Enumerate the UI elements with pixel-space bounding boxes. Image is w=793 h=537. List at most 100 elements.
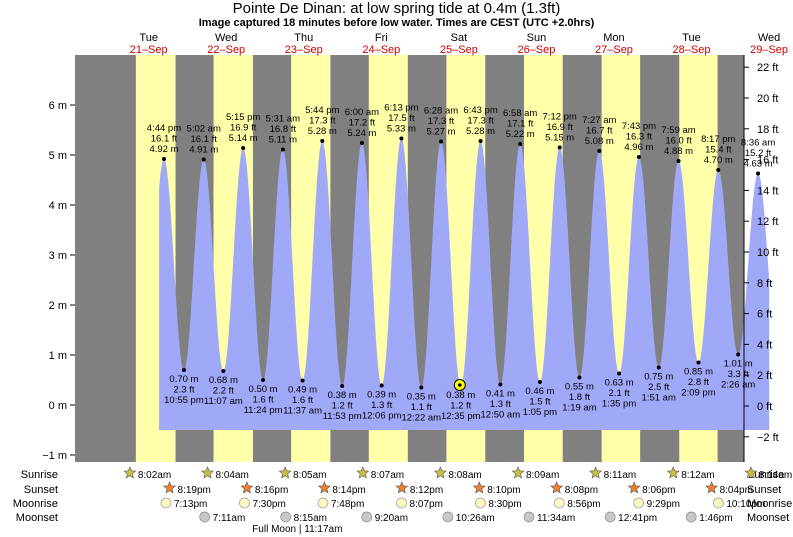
low-tide-label: 2.8 ft: [688, 377, 709, 388]
high-tide-label: 5:44 pm: [305, 105, 339, 116]
sunset-time: 8:14pm: [332, 485, 365, 496]
moonrise-time: 7:30pm: [252, 499, 285, 510]
right-axis-tick-label: −2 ft: [757, 432, 779, 444]
high-tide-label: 5.27 m: [426, 127, 455, 138]
high-tide-label: 16.8 ft: [270, 124, 297, 135]
right-axis-tick-label: 0 ft: [757, 401, 772, 413]
low-tide-label: 0.55 m: [565, 382, 594, 393]
low-tide-label: 0.75 m: [644, 372, 673, 383]
moonset-icon: [523, 511, 535, 523]
high-tide-label: 16.1 ft: [191, 134, 218, 145]
sunrise-icon: [511, 466, 525, 479]
moonrise-time: 8:07pm: [410, 499, 443, 510]
moonset-icon: [280, 511, 292, 523]
high-tide-label: 5:15 pm: [226, 112, 260, 123]
high-tide-point: [518, 142, 523, 146]
high-tide-label: 17.1 ft: [507, 119, 534, 130]
high-tide-point: [280, 147, 285, 152]
low-tide-label: 12:50 am: [481, 410, 521, 421]
moonset-time: 12:41pm: [618, 513, 657, 524]
moonrise-icon: [713, 497, 724, 509]
high-tide-point: [359, 141, 364, 145]
moonrise-row-label: Moonrise: [13, 498, 58, 510]
high-tide-label: 7:59 am: [661, 125, 695, 136]
sunset-icon: [550, 481, 564, 494]
right-axis-tick-label: 2 ft: [757, 370, 772, 382]
high-tide-label: 6:43 pm: [463, 105, 497, 116]
high-tide-label: 17.3 ft: [309, 116, 336, 127]
high-tide-label: 17.3 ft: [428, 116, 455, 127]
high-tide-label: 16.1 ft: [151, 134, 178, 145]
high-tide-label: 16.9 ft: [230, 123, 257, 134]
low-tide-label: 1.8 ft: [569, 392, 590, 403]
high-tide-label: 5.33 m: [387, 124, 416, 135]
sunrise-icon: [666, 466, 680, 479]
low-tide-label: 12:22 am: [401, 413, 441, 424]
moonset-time: 10:26am: [456, 513, 495, 524]
low-tide-point: [221, 369, 226, 373]
day-name-label: Sat: [451, 32, 468, 44]
sunset-icon: [627, 481, 641, 494]
low-tide-label: 11:24 pm: [244, 405, 283, 416]
moonrise-icon: [474, 497, 486, 509]
high-tide-label: 5.24 m: [347, 128, 376, 139]
high-tide-label: 5.28 m: [466, 126, 495, 137]
high-tide-point: [201, 157, 206, 162]
chart-title: Pointe De Dinan: at low spring tide at 0…: [232, 0, 561, 17]
high-tide-label: 4.70 m: [704, 155, 733, 166]
sunrise-time: 8:12am: [681, 470, 714, 481]
high-tide-label: 16.3 ft: [626, 132, 653, 143]
left-axis-tick-label: 1 m: [49, 350, 67, 362]
low-tide-label: 12:06 pm: [362, 411, 402, 422]
moonrise-time: 7:13pm: [174, 499, 207, 510]
low-tide-label: 0.38 m: [446, 390, 475, 401]
high-tide-label: 6:00 am: [345, 107, 379, 118]
low-tide-point: [340, 384, 345, 388]
moonset-icon: [361, 511, 373, 523]
high-tide-label: 4.63 m: [744, 159, 773, 170]
low-tide-label: 1:35 pm: [602, 399, 636, 410]
moonrise-icon: [239, 497, 250, 509]
high-tide-label: 16.0 ft: [665, 136, 692, 147]
high-tide-point: [241, 146, 246, 150]
moonrise-icon: [317, 497, 329, 509]
sunrise-time: 8:02am: [138, 470, 171, 481]
high-tide-label: 4.88 m: [664, 146, 693, 157]
left-axis-tick-label: 3 m: [49, 250, 67, 262]
right-axis-tick-label: 10 ft: [757, 247, 778, 259]
sunrise-time: 8:09am: [526, 470, 559, 481]
day-name-label: Tue: [682, 32, 701, 44]
moonset-icon: [685, 511, 697, 523]
sunset-icon: [395, 481, 409, 494]
right-axis-tick-label: 8 ft: [757, 278, 772, 290]
right-axis-tick-label: 14 ft: [757, 185, 778, 197]
high-tide-label: 7:12 pm: [543, 112, 577, 123]
sunset-row-label: Sunset: [24, 484, 58, 496]
high-tide-label: 6:13 pm: [384, 103, 418, 114]
moonrise-time: 9:29pm: [647, 499, 680, 510]
low-tide-label: 1.2 ft: [332, 401, 353, 412]
high-tide-label: 6:28 am: [424, 106, 458, 117]
high-tide-label: 17.3 ft: [467, 116, 494, 127]
moonrise-row-label-right: Moonrise: [747, 498, 792, 510]
low-tide-label: 11:37 am: [283, 406, 322, 417]
sunrise-time: 8:05am: [293, 470, 326, 481]
day-name-label: Mon: [603, 32, 624, 44]
low-tide-label: 0.49 m: [288, 385, 317, 396]
left-axis-tick-label: −1 m: [42, 450, 67, 462]
moonrise-time: 8:56pm: [567, 499, 600, 510]
low-tide-point: [261, 378, 266, 382]
sunrise-icon: [744, 466, 758, 479]
low-tide-label: 12:35 pm: [441, 411, 481, 422]
low-tide-label: 0.50 m: [249, 384, 278, 395]
low-tide-label: 11:07 am: [204, 396, 243, 407]
day-name-label: Wed: [758, 32, 780, 44]
sunrise-time: 8:04am: [216, 470, 249, 481]
moonset-icon: [604, 511, 616, 523]
high-tide-point: [478, 139, 483, 143]
sunrise-time: 8:11am: [604, 470, 637, 481]
sunset-time: 8:08pm: [565, 485, 598, 496]
high-tide-label: 17.5 ft: [388, 113, 415, 124]
